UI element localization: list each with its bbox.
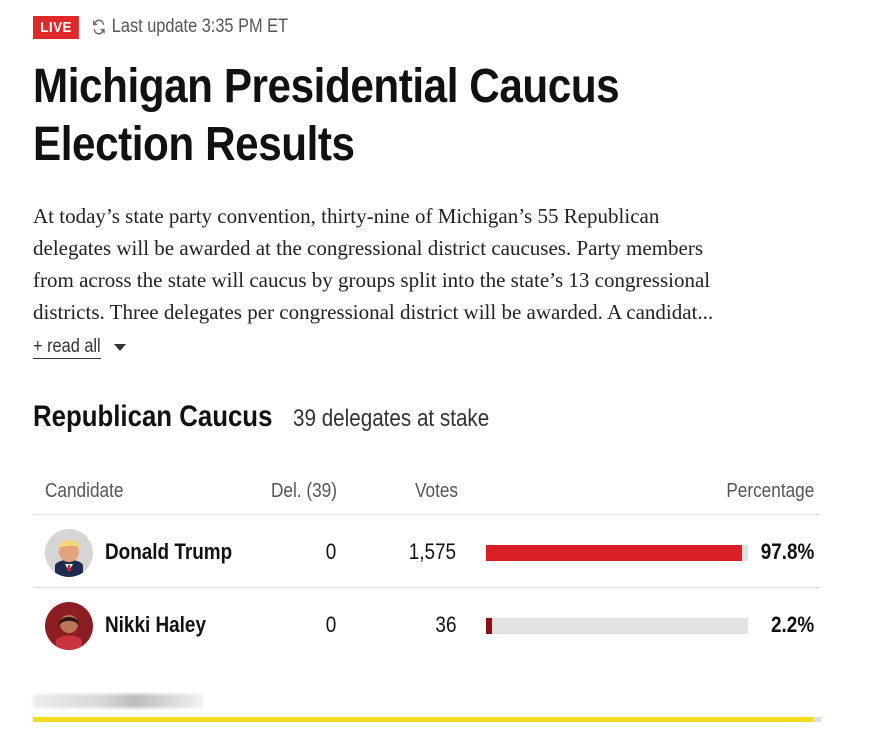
candidate-avatar (45, 602, 93, 650)
section-title: Republican Caucus (33, 400, 273, 433)
percentage-bar (486, 618, 748, 634)
table-header: Candidate Del. (39) Votes Percentage (33, 470, 820, 514)
last-update: Last update 3:35 PM ET (92, 16, 288, 38)
chevron-down-icon[interactable] (113, 344, 126, 351)
page-description: At today’s state party convention, thirt… (33, 204, 714, 324)
candidate-votes: 36 (434, 612, 456, 637)
table-row: Nikki Haley 0 36 2.2% (33, 587, 820, 660)
read-all-link[interactable]: + read all (33, 336, 126, 359)
topline: LIVE Last update 3:35 PM ET (33, 14, 320, 40)
delegates-at-stake: 39 delegates at stake (293, 405, 490, 432)
candidate-delegates: 0 (325, 612, 336, 637)
section-header: Republican Caucus 39 delegates at stake (33, 400, 522, 434)
candidate-name: Donald Trump (105, 539, 233, 564)
column-candidate: Candidate (45, 480, 124, 502)
candidate-percentage: 97.8% (760, 539, 814, 564)
candidate-avatar (45, 529, 93, 577)
candidate-votes: 1,575 (408, 539, 456, 564)
footer-accent-line (33, 717, 821, 722)
read-all-label[interactable]: + read all (33, 336, 101, 359)
percentage-bar-fill (486, 545, 743, 561)
candidate-percentage: 2.2% (770, 612, 814, 637)
last-update-text: Last update 3:35 PM ET (112, 16, 289, 37)
percentage-bar (486, 545, 748, 561)
table-row: Donald Trump 0 1,575 97.8% (33, 514, 820, 587)
candidate-name: Nikki Haley (105, 612, 206, 637)
column-delegates: Del. (39) (271, 480, 337, 502)
percentage-bar-fill (486, 618, 492, 634)
live-badge: LIVE (33, 15, 80, 39)
candidate-delegates: 0 (325, 539, 336, 564)
page-title: Michigan Presidential Caucus Election Re… (33, 60, 620, 171)
refresh-icon[interactable] (92, 19, 106, 35)
column-percentage: Percentage (726, 480, 814, 502)
results-table: Candidate Del. (39) Votes Percentage Don… (33, 470, 820, 660)
blurred-footer-text (33, 694, 203, 708)
column-votes: Votes (415, 480, 459, 502)
